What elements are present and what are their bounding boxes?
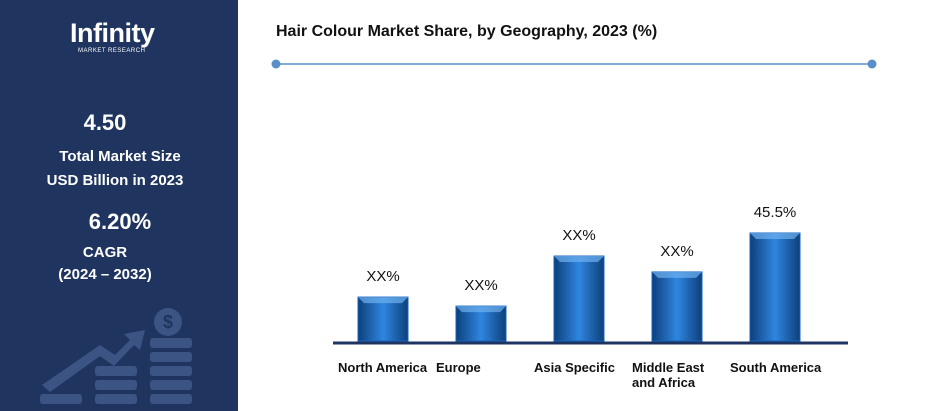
- bar-bevel: [554, 256, 604, 263]
- x-tick-label: Europe: [436, 360, 481, 375]
- chart-title: Hair Colour Market Share, by Geography, …: [276, 23, 657, 40]
- x-tick-label: North America: [338, 360, 428, 375]
- value-label: XX%: [660, 243, 693, 260]
- bar: [749, 232, 801, 342]
- stat-label: CAGR: [82, 244, 128, 261]
- x-tick-label: Asia Specific: [534, 360, 615, 375]
- stat-label: Total Market Size: [59, 148, 181, 165]
- value-label: XX%: [562, 227, 595, 244]
- stat-value: 4.50: [83, 110, 127, 135]
- svg-text:$: $: [163, 312, 173, 332]
- bar: [553, 255, 605, 342]
- sidebar: $ Infinity MARKET RESEARCH 4.50 Total Ma…: [0, 0, 238, 411]
- logo-tagline: MARKET RESEARCH: [78, 48, 146, 54]
- value-label: 45.5%: [754, 204, 797, 221]
- value-label: XX%: [464, 277, 497, 294]
- bar: [357, 296, 409, 342]
- stat-value: 6.20%: [88, 209, 152, 234]
- x-tick-label: Middle East and Africa: [632, 360, 705, 390]
- bar: [651, 271, 703, 342]
- logo: Infinity: [70, 18, 155, 48]
- stat-label: (2024 – 2032): [58, 266, 152, 283]
- x-tick-label: South America: [730, 360, 822, 375]
- stat-label: USD Billion in 2023: [46, 172, 184, 189]
- bar-bevel: [652, 271, 702, 278]
- sidebar-art: $: [40, 308, 192, 404]
- bar-bevel: [750, 233, 800, 239]
- divider-dot: [867, 59, 877, 69]
- bar-bevel: [456, 306, 506, 313]
- bar-bevel: [358, 297, 408, 304]
- value-label: XX%: [366, 268, 399, 285]
- divider-dot: [271, 59, 281, 69]
